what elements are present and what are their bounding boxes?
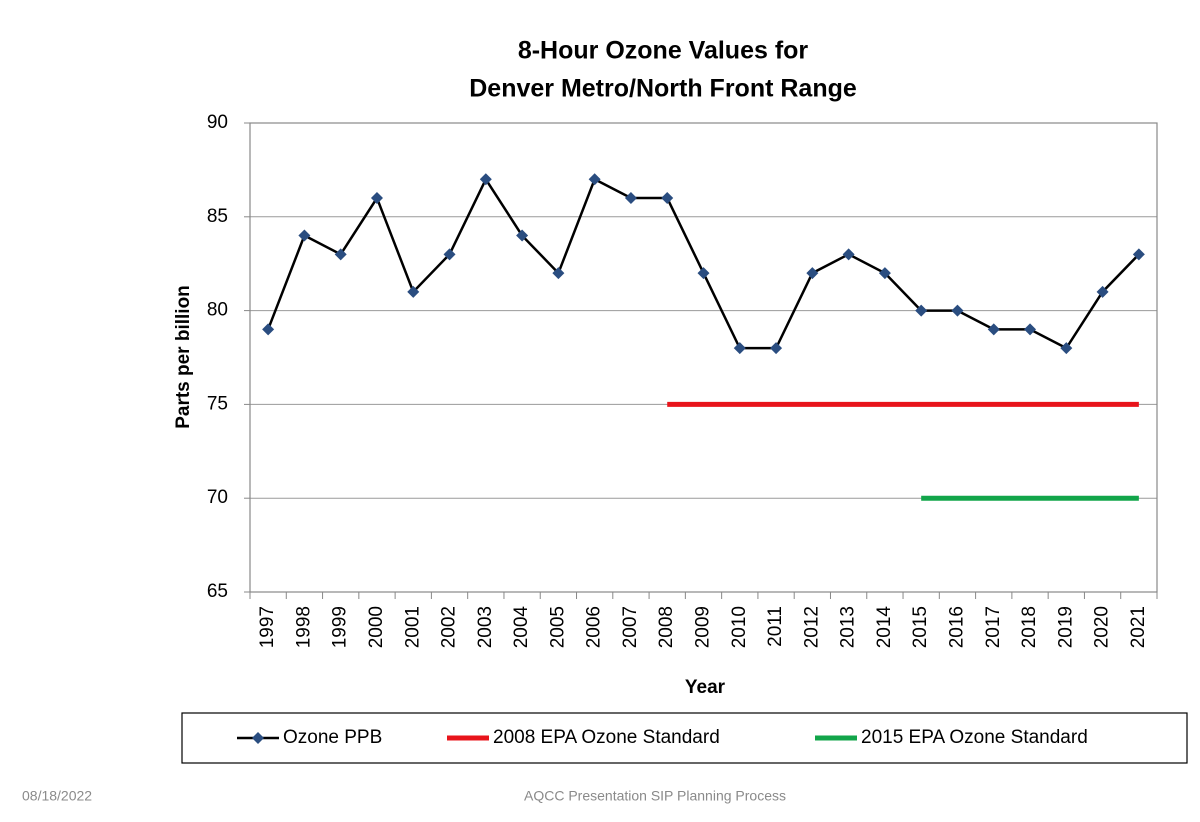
x-tick-label: 2015 (910, 606, 931, 648)
data-point (552, 267, 565, 280)
data-point (334, 248, 347, 261)
chart-title: Denver Metro/North Front Range (469, 75, 857, 103)
y-axis-title: Parts per billion (173, 285, 194, 429)
x-tick-label: 2014 (874, 606, 895, 649)
x-tick-label: 2013 (838, 606, 859, 648)
x-tick-label: 2011 (765, 606, 786, 647)
data-point (407, 285, 420, 298)
y-tick-label: 75 (207, 393, 228, 414)
legend-label: 2008 EPA Ozone Standard (493, 727, 720, 748)
y-tick-label: 65 (207, 581, 228, 602)
data-point (806, 267, 819, 280)
data-point (443, 248, 456, 261)
x-tick-label: 2021 (1128, 606, 1149, 648)
data-point (770, 342, 783, 355)
legend-label: 2015 EPA Ozone Standard (861, 727, 1088, 748)
legend-label: Ozone PPB (283, 727, 382, 748)
x-tick-label: 1997 (257, 606, 278, 648)
y-tick-label: 70 (207, 487, 228, 508)
data-point (842, 248, 855, 261)
data-point (1132, 248, 1145, 261)
data-point (697, 267, 710, 280)
data-point (298, 229, 311, 242)
data-point (951, 304, 964, 317)
data-point (878, 267, 891, 280)
x-tick-label: 2008 (656, 606, 677, 648)
x-tick-label: 2010 (729, 606, 750, 648)
data-line (266, 176, 1140, 350)
x-tick-label: 2018 (1019, 606, 1040, 648)
x-tick-label: 2006 (584, 606, 605, 648)
x-tick-label: 2020 (1092, 606, 1113, 648)
x-tick-label: 2007 (620, 606, 641, 648)
data-point (661, 192, 674, 205)
footer-date: 08/18/2022 (22, 788, 92, 804)
x-tick-label: 2002 (439, 606, 460, 648)
x-tick-label: 2005 (547, 606, 568, 648)
y-tick-label: 90 (207, 112, 228, 133)
x-tick-label: 2019 (1055, 606, 1076, 648)
legend-box (181, 712, 1188, 764)
x-tick-label: 2001 (402, 606, 423, 648)
data-point (987, 323, 1000, 336)
y-tick-label: 85 (207, 206, 228, 227)
data-point (624, 192, 637, 205)
data-point (262, 323, 275, 336)
data-point (733, 342, 746, 355)
data-point (1096, 285, 1109, 298)
x-tick-label: 1998 (293, 606, 314, 648)
x-axis-title: Year (685, 677, 726, 698)
data-point (1060, 342, 1073, 355)
footer-text: AQCC Presentation SIP Planning Process (524, 788, 786, 804)
x-tick-label: 2016 (946, 606, 967, 648)
chart-title: 8-Hour Ozone Values for (518, 37, 809, 65)
x-tick-label: 2009 (693, 606, 714, 648)
legend-marker (252, 732, 264, 744)
x-tick-label: 2000 (366, 606, 387, 648)
data-point (915, 304, 928, 317)
x-tick-label: 2017 (983, 606, 1004, 648)
data-point (479, 173, 492, 186)
y-tick-label: 80 (207, 300, 228, 321)
data-point (370, 192, 383, 205)
data-point (588, 173, 601, 186)
x-tick-label: 2012 (801, 606, 822, 648)
data-point (516, 229, 529, 242)
data-point (1024, 323, 1037, 336)
x-tick-label: 2003 (475, 606, 496, 648)
x-tick-label: 1999 (330, 606, 351, 648)
plot-area (249, 122, 1158, 593)
x-tick-label: 2004 (511, 606, 532, 649)
